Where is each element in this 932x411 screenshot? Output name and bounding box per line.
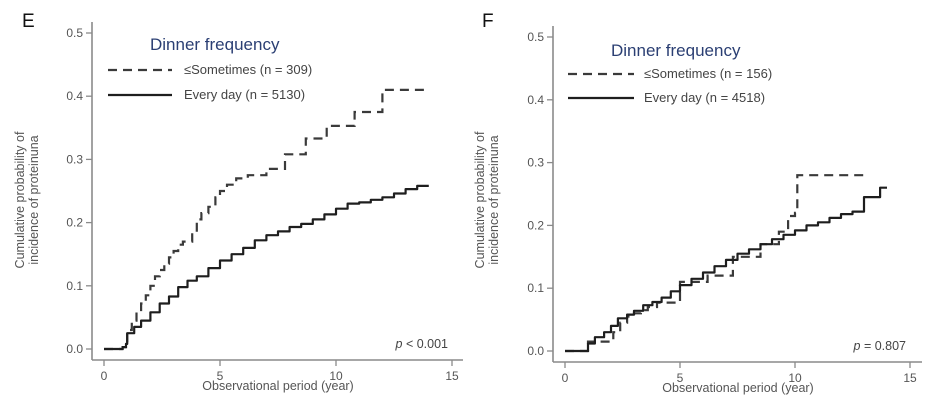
x-axis-title: Observational period (year) bbox=[662, 381, 813, 395]
y-axis-title-line2: incidence of proteinuna bbox=[27, 135, 41, 264]
p-value-annotation: p = 0.807 bbox=[853, 339, 907, 353]
y-tick-label: 0.1 bbox=[527, 281, 544, 295]
y-tick-label: 0.4 bbox=[66, 89, 83, 103]
x-tick-label: 0 bbox=[101, 369, 108, 383]
y-axis-title-line1: Cumulative probability of bbox=[473, 131, 487, 268]
p-value-annotation: p < 0.001 bbox=[395, 337, 449, 351]
y-axis-title-line2: incidence of proteinuna bbox=[487, 135, 501, 264]
x-tick-label: 15 bbox=[903, 371, 917, 385]
x-tick-label: 0 bbox=[562, 371, 569, 385]
y-axis-title-line1: Cumulative probability of bbox=[13, 131, 27, 268]
legend-label-sometimes: ≤Sometimes (n = 156) bbox=[644, 66, 772, 81]
y-tick-label: 0.2 bbox=[527, 218, 544, 232]
series-line-sometimes bbox=[565, 174, 867, 353]
curves bbox=[565, 174, 887, 353]
series-line-sometimes bbox=[104, 88, 427, 351]
p-value: = 0.807 bbox=[860, 339, 906, 353]
x-tick-label: 15 bbox=[445, 369, 459, 383]
y-tick-label: 0.5 bbox=[66, 26, 83, 40]
panel-e: E 0.0 0.1 0.2 0.3 0.4 0.5 0 5 10 15 Cumulative pr… bbox=[13, 11, 463, 393]
axes: 0.0 0.1 0.2 0.3 0.4 0.5 0 5 10 15 bbox=[66, 22, 463, 383]
y-tick-label: 0.3 bbox=[66, 152, 83, 166]
series-line-every-day bbox=[565, 186, 887, 353]
p-symbol: p bbox=[853, 339, 861, 353]
y-tick-label: 0.3 bbox=[527, 156, 544, 170]
p-symbol: p bbox=[395, 337, 403, 351]
legend-title: Dinner frequency bbox=[150, 35, 280, 54]
legend-title: Dinner frequency bbox=[611, 41, 741, 60]
x-tick-label: 10 bbox=[788, 371, 802, 385]
legend-label-every-day: Every day (n = 5130) bbox=[184, 87, 305, 102]
curves bbox=[104, 88, 429, 351]
series-line-every-day bbox=[104, 184, 429, 351]
y-tick-label: 0.1 bbox=[66, 279, 83, 293]
legend-label-sometimes: ≤Sometimes (n = 309) bbox=[184, 62, 312, 77]
axes: 0.0 0.1 0.2 0.3 0.4 0.5 0 5 10 15 bbox=[527, 26, 922, 385]
y-tick-label: 0.4 bbox=[527, 93, 544, 107]
x-tick-label: 5 bbox=[217, 369, 224, 383]
y-tick-label: 0.0 bbox=[66, 342, 83, 356]
panel-letter: E bbox=[22, 11, 35, 32]
panel-letter: F bbox=[482, 11, 494, 32]
y-tick-label: 0.5 bbox=[527, 30, 544, 44]
x-axis-title: Observational period (year) bbox=[202, 379, 353, 393]
x-tick-label: 10 bbox=[329, 369, 343, 383]
p-value: < 0.001 bbox=[402, 337, 448, 351]
y-tick-label: 0.2 bbox=[66, 216, 83, 230]
panel-f: F 0.0 0.1 0.2 0.3 0.4 0.5 0 5 10 15 Cumulative pr… bbox=[473, 11, 922, 395]
x-tick-label: 5 bbox=[677, 371, 684, 385]
legend-label-every-day: Every day (n = 4518) bbox=[644, 90, 765, 105]
y-tick-label: 0.0 bbox=[527, 344, 544, 358]
